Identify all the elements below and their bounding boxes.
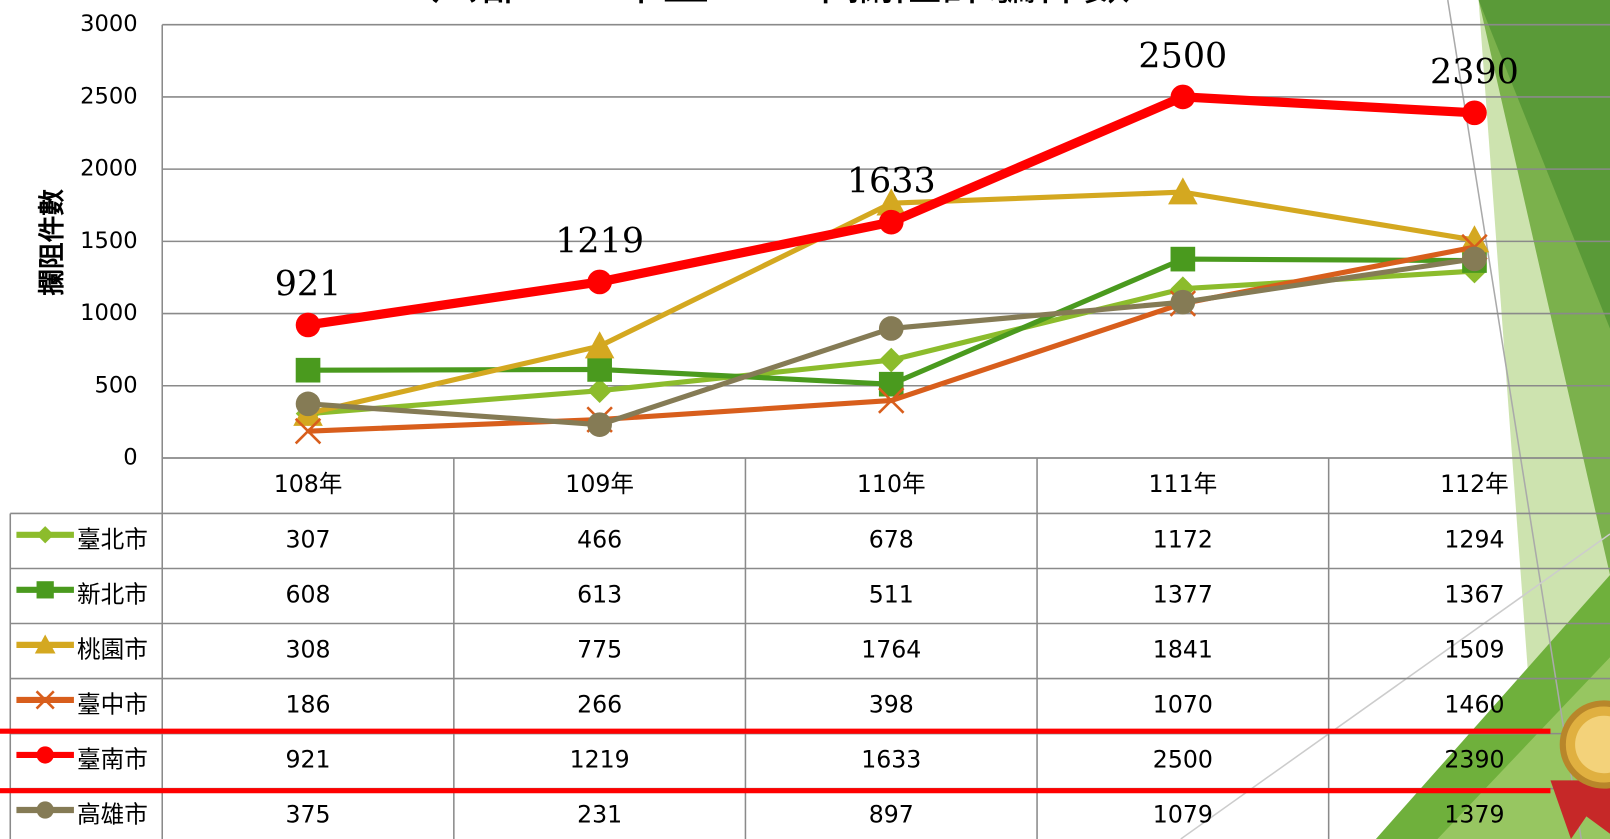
background-decoration — [1181, 0, 1610, 839]
table-cell: 1172 — [1153, 525, 1213, 553]
y-tick-label: 0 — [123, 445, 137, 471]
x-tick-label: 108年 — [274, 470, 343, 498]
table-cell: 1367 — [1444, 581, 1504, 609]
table-cell: 2390 — [1444, 746, 1504, 774]
x-tick-label: 110年 — [857, 470, 926, 498]
marker — [585, 331, 615, 358]
marker — [879, 210, 904, 235]
table-cell: 398 — [869, 691, 914, 719]
legend-label: 高雄市 — [77, 801, 148, 829]
marker — [587, 412, 612, 437]
table-cell: 511 — [869, 581, 914, 609]
y-tick-label: 2000 — [80, 156, 137, 182]
table-cell: 613 — [577, 581, 622, 609]
legend-label: 桃園市 — [77, 636, 148, 664]
legend-label: 臺北市 — [77, 525, 148, 553]
x-tick-label: 112年 — [1440, 470, 1509, 498]
table-cell: 1377 — [1153, 581, 1213, 609]
table-cell: 466 — [577, 525, 622, 553]
marker — [296, 358, 321, 383]
x-tick-label: 109年 — [565, 470, 634, 498]
marker — [37, 801, 54, 818]
table-cell: 1079 — [1153, 801, 1213, 829]
table-cell: 921 — [285, 746, 330, 774]
table-cell: 897 — [869, 801, 914, 829]
y-tick-label: 1000 — [80, 300, 137, 326]
table-cell: 266 — [577, 691, 622, 719]
marker — [296, 313, 321, 338]
marker — [1462, 100, 1487, 125]
data-label: 1633 — [847, 162, 936, 202]
marker — [37, 526, 54, 543]
table-cell: 2500 — [1153, 746, 1213, 774]
legend-label: 臺中市 — [77, 691, 148, 719]
y-tick-label: 3000 — [80, 11, 137, 37]
chart: 六都108年至112年攔阻詐騙件數 攔阻件數 0 500 1000 1500 2000 2… — [0, 0, 1610, 839]
table-cell: 307 — [285, 525, 330, 553]
marker — [296, 392, 321, 417]
table-cell: 1219 — [570, 746, 630, 774]
y-tick-label: 2500 — [80, 83, 137, 109]
data-label: 921 — [275, 264, 342, 304]
table-cell: 231 — [577, 801, 622, 829]
marker — [1171, 85, 1196, 110]
y-axis-label: 攔阻件數 — [37, 189, 68, 296]
table-cell: 1070 — [1153, 691, 1213, 719]
table-cell: 1460 — [1444, 691, 1504, 719]
table-cell: 308 — [285, 636, 330, 664]
table-cell: 775 — [577, 636, 622, 664]
page: {"chart_data": { "type": "line", "title"… — [0, 0, 1610, 839]
data-label: 2500 — [1138, 36, 1227, 76]
marker — [879, 316, 904, 341]
marker — [1171, 290, 1196, 315]
marker — [37, 581, 54, 598]
chart-title: 六都108年至112年攔阻詐騙件數 — [431, 0, 1131, 12]
table-cell: 1509 — [1444, 636, 1504, 664]
marker — [587, 270, 612, 295]
y-tick-label: 1500 — [80, 228, 137, 254]
data-label: 2390 — [1430, 52, 1519, 92]
marker — [37, 746, 54, 763]
marker — [1171, 247, 1196, 272]
table-cell: 1379 — [1444, 801, 1504, 829]
highlight — [0, 731, 1550, 791]
x-tick-label: 111年 — [1149, 470, 1218, 498]
marker — [879, 348, 904, 373]
table-cell: 1764 — [861, 636, 921, 664]
table-cell: 1841 — [1153, 636, 1213, 664]
table-cell: 678 — [869, 525, 914, 553]
table-cell: 375 — [285, 801, 330, 829]
y-tick-label: 500 — [94, 372, 137, 398]
legend-label: 新北市 — [77, 581, 148, 609]
marker — [587, 357, 612, 382]
table-cell: 1633 — [861, 746, 921, 774]
marker — [587, 378, 612, 403]
legend-label: 臺南市 — [77, 746, 148, 774]
table-cell: 1294 — [1444, 525, 1504, 553]
marker — [1462, 247, 1487, 272]
table-cell: 186 — [285, 691, 330, 719]
data-label: 1219 — [555, 221, 644, 261]
table-cell: 608 — [285, 581, 330, 609]
